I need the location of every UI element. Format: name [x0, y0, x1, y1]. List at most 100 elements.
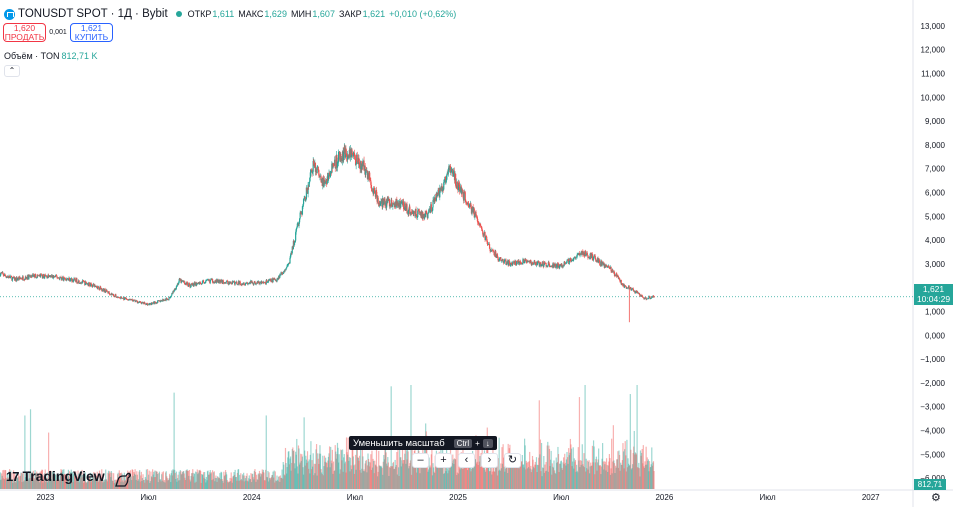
- volume-bar: [92, 473, 94, 489]
- volume-bar: [111, 472, 113, 489]
- dino-icon[interactable]: [113, 470, 133, 488]
- volume-bar: [276, 479, 279, 489]
- candle-body: [169, 297, 171, 299]
- candle-body: [392, 203, 395, 205]
- candle-body: [147, 304, 149, 306]
- candle-body: [555, 265, 557, 268]
- volume-bar: [546, 445, 548, 489]
- candle-body: [327, 175, 330, 181]
- volume-bar: [197, 474, 199, 489]
- tradingview-logo[interactable]: 17 TradingView: [6, 468, 105, 484]
- candle-body: [79, 283, 81, 284]
- volume-bar: [105, 469, 107, 489]
- volume-bar: [543, 456, 545, 489]
- volume-bar: [569, 438, 571, 489]
- volume-bar: [284, 475, 286, 489]
- candle-body: [289, 257, 291, 264]
- buy-button[interactable]: 1,621 КУПИТЬ: [70, 23, 113, 42]
- candle-body: [55, 274, 58, 277]
- volume-bar: [563, 457, 565, 489]
- volume-legend[interactable]: Объём · TON 812,71 K: [4, 51, 98, 61]
- candle-body: [509, 265, 512, 266]
- sell-button[interactable]: 1,620 ПРОДАТЬ: [3, 23, 46, 42]
- candle-body: [154, 301, 157, 303]
- volume-bar: [93, 471, 95, 489]
- candle-body: [214, 282, 216, 284]
- last-price-value: 1,621: [922, 284, 945, 294]
- volume-bar: [232, 475, 235, 489]
- ohlc-close-value: 1,621: [362, 9, 386, 19]
- volume-bar: [173, 392, 175, 489]
- volume-bar: [569, 452, 571, 489]
- volume-bar: [289, 456, 292, 489]
- candle-body: [435, 192, 438, 201]
- volume-bar: [228, 481, 230, 489]
- volume-bar: [477, 447, 479, 489]
- candle-body: [534, 260, 536, 263]
- candle-body: [416, 214, 418, 218]
- y-tick-label: 10,000: [921, 93, 946, 102]
- scroll-right-button[interactable]: ›: [481, 453, 498, 468]
- chevron-up-icon[interactable]: ⌃: [4, 65, 20, 77]
- volume-bar: [522, 464, 524, 489]
- gear-icon[interactable]: ⚙: [931, 492, 941, 504]
- volume-bar: [537, 464, 539, 489]
- volume-bar: [143, 479, 145, 489]
- zoom-in-button[interactable]: +: [435, 453, 452, 468]
- candle-body: [358, 157, 360, 163]
- volume-bar: [244, 475, 246, 489]
- volume-bar: [240, 479, 242, 489]
- reset-chart-button[interactable]: ↻: [504, 453, 521, 468]
- volume-bar: [475, 435, 477, 489]
- volume-bar: [245, 480, 247, 489]
- candle-body: [106, 289, 108, 292]
- volume-bar: [517, 460, 519, 489]
- volume-bar: [616, 459, 618, 489]
- volume-bar: [79, 473, 81, 489]
- ohlc-open-label: ОТКР: [187, 9, 212, 19]
- volume-bar: [377, 471, 379, 489]
- candle-body: [384, 198, 386, 206]
- volume-bar: [633, 446, 635, 489]
- volume-bar: [187, 470, 189, 489]
- volume-bar: [136, 474, 138, 489]
- volume-bar: [66, 478, 68, 489]
- volume-bar: [161, 472, 163, 489]
- volume-bar: [628, 465, 630, 489]
- candle-body: [72, 280, 75, 282]
- candle-body: [474, 215, 476, 218]
- volume-bar: [517, 455, 519, 489]
- x-tick-label: 2024: [243, 493, 261, 502]
- candle-body: [131, 299, 133, 301]
- candle-body: [248, 283, 250, 284]
- volume-bar: [340, 449, 342, 489]
- market-status-icon[interactable]: [175, 11, 182, 17]
- candle-body: [426, 213, 428, 215]
- candle-body: [53, 276, 55, 277]
- volume-bar: [489, 470, 491, 489]
- volume-bar: [7, 477, 9, 489]
- volume-bar: [63, 469, 65, 489]
- volume-bar: [547, 441, 549, 489]
- candle-body: [445, 180, 447, 183]
- volume-bar: [430, 467, 432, 489]
- volume-bar: [427, 471, 429, 489]
- volume-bar: [37, 474, 40, 489]
- volume-bar: [556, 463, 558, 489]
- candle-body: [502, 259, 504, 261]
- scroll-left-button[interactable]: ‹: [458, 453, 475, 468]
- volume-bar: [491, 471, 493, 489]
- volume-bar: [506, 459, 508, 489]
- volume-bar: [183, 471, 185, 489]
- candle-body: [204, 283, 206, 284]
- candle-body: [114, 296, 116, 297]
- volume-bar: [5, 477, 7, 489]
- volume-bar: [644, 464, 647, 489]
- symbol-title[interactable]: TONUSDT SPOT · 1Д · Bybit: [18, 8, 168, 20]
- volume-bar: [499, 470, 501, 489]
- zoom-out-button[interactable]: –: [412, 453, 429, 468]
- volume-bar: [617, 451, 619, 489]
- volume-bar: [256, 479, 258, 489]
- tooltip-arrow-key: ↓: [482, 438, 493, 448]
